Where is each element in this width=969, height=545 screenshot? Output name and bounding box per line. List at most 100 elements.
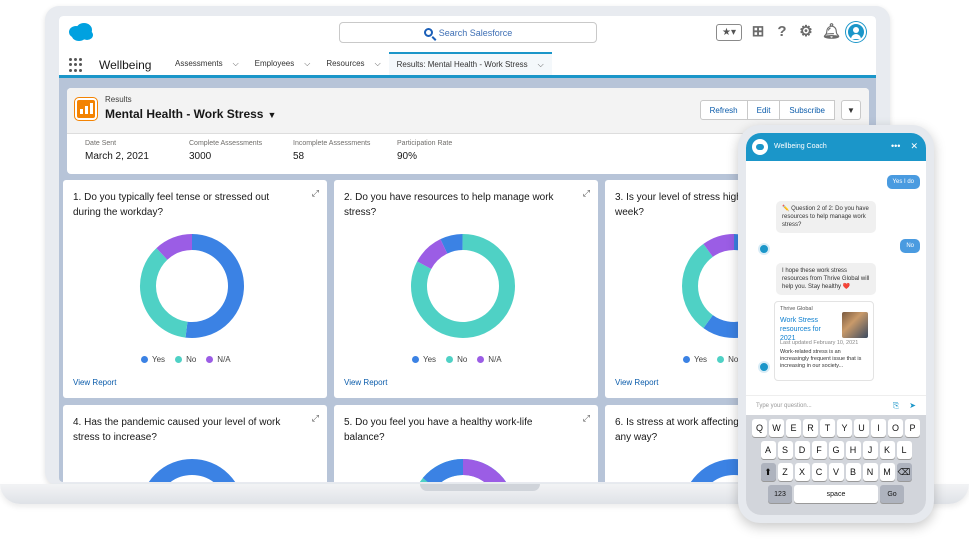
report-stats: Date Sent March 2, 2021 Complete Assessme… [85,140,501,162]
key-g[interactable]: G [828,441,844,459]
key-l[interactable]: L [896,441,912,459]
key-y[interactable]: Y [837,419,852,437]
key-q[interactable]: Q [752,419,767,437]
donut-slice-no [411,234,515,338]
page-title[interactable]: Mental Health - Work Stress ▼ [105,107,276,121]
chart-card-1: 1. Do you typically feel tense or stress… [63,180,327,398]
object-label: Results [105,95,132,104]
key-t[interactable]: T [820,419,835,437]
report-header: Results Mental Health - Work Stress ▼ Ref… [67,88,869,174]
question-text: 2. Do you have resources to help manage … [344,192,554,218]
caret-down-icon[interactable]: ▼ [267,110,277,120]
expand-icon[interactable]: ⤢ [311,188,319,198]
app-launcher-icon[interactable] [69,58,83,72]
search-icon [423,28,433,37]
nav-item-results[interactable]: Results: Mental Health - Work Stress ⌵ [388,52,552,75]
help-icon[interactable]: ? [777,23,787,40]
key-v[interactable]: V [828,463,844,481]
chart-legend: Yes No N/A [412,355,502,364]
user-message: No [900,239,920,253]
key-f[interactable]: F [811,441,827,459]
phone-screen: Wellbeing Coach ••• ✕ Yes I do ✏️ Questio… [746,133,926,515]
key-e[interactable]: E [786,419,801,437]
donut-slice-yes [185,234,244,338]
key-p[interactable]: P [905,419,920,437]
key-c[interactable]: C [811,463,827,481]
more-actions-button[interactable]: ▼ [841,100,861,120]
donut-chart [140,234,244,338]
stat-value: 58 [293,151,305,162]
legend-no: No [175,355,196,364]
chart-card-5: 5. Do you feel you have a healthy work-l… [334,405,598,482]
expand-icon[interactable]: ⤢ [311,413,319,423]
stat-complete: Complete Assessments 3000 [189,140,293,162]
refresh-button[interactable]: Refresh [699,100,748,120]
key-a[interactable]: A [760,441,776,459]
view-report-link[interactable]: View Report [615,378,659,387]
edit-button[interactable]: Edit [746,100,781,120]
laptop-base [0,484,969,504]
legend-no: No [717,355,738,364]
nav-label: Assessments [175,59,223,68]
view-report-link[interactable]: View Report [73,378,117,387]
question-text: 3. Is your level of stress high week? [615,192,742,218]
donut-slice-na [417,239,448,270]
resource-title[interactable]: Work Stress resources for 2021 [780,317,821,342]
chevron-down-icon[interactable]: ⌵ [232,58,239,68]
send-icon[interactable]: ➤ [909,401,916,410]
key-b[interactable]: B [845,463,861,481]
more-icon[interactable]: ••• [891,141,901,151]
view-report-link[interactable]: View Report [344,378,388,387]
key-h[interactable]: H [845,441,861,459]
key-k[interactable]: K [879,441,895,459]
bot-message: ✏️ Question 2 of 2: Do you have resource… [776,201,876,233]
nav-item-employees[interactable]: Employees ⌵ [247,52,319,75]
key-i[interactable]: I [871,419,886,437]
key-n[interactable]: N [862,463,878,481]
key-z[interactable]: Z [777,463,793,481]
key-r[interactable]: R [803,419,818,437]
chevron-down-icon[interactable]: ⌵ [304,58,311,68]
close-icon[interactable]: ✕ [910,141,918,151]
donut-chart-partial [148,459,236,482]
shift-key[interactable]: ⬆ [760,463,776,481]
header-icons: ★▾ ⊞ ? ⚙ 🔔︎ [716,22,866,42]
key-u[interactable]: U [854,419,869,437]
resource-card[interactable]: Thrive Global Work Stress resources for … [774,301,874,381]
space-key[interactable]: space [794,485,878,503]
numbers-key[interactable]: 123 [768,485,792,503]
chat-input[interactable]: Type your question... ⎘ ➤ [746,395,926,415]
donut-slice-yes [440,234,464,254]
expand-icon[interactable]: ⤢ [582,413,590,423]
key-d[interactable]: D [794,441,810,459]
add-icon[interactable]: ⊞ [751,23,765,40]
go-key[interactable]: Go [880,485,904,503]
key-j[interactable]: J [862,441,878,459]
search-input[interactable]: Search Salesforce [339,22,597,43]
attach-icon[interactable]: ⎘ [892,401,900,410]
key-w[interactable]: W [769,419,784,437]
search-placeholder: Search Salesforce [438,27,513,38]
avatar[interactable] [846,22,866,42]
gear-icon[interactable]: ⚙ [799,23,813,40]
bell-icon[interactable]: 🔔︎ [822,23,842,40]
nav-item-resources[interactable]: Resources ⌵ [318,52,388,75]
key-s[interactable]: S [777,441,793,459]
nav-item-assessments[interactable]: Assessments ⌵ [167,52,247,75]
key-o[interactable]: O [888,419,903,437]
subscribe-button[interactable]: Subscribe [779,100,835,120]
stat-label: Complete Assessments [189,140,263,147]
key-m[interactable]: M [879,463,895,481]
chevron-down-icon[interactable]: ⌵ [537,59,544,69]
legend-yes: Yes [141,355,165,364]
favorites-icon[interactable]: ★▾ [716,23,742,41]
question-text: 1. Do you typically feel tense or stress… [73,192,270,218]
chevron-down-icon[interactable]: ⌵ [374,58,381,68]
question-text: 6. Is stress at work affecting any way? [615,417,739,443]
backspace-key[interactable]: ⌫ [896,463,912,481]
expand-icon[interactable]: ⤢ [582,188,590,198]
resource-image [842,312,868,338]
chart-card-4: 4. Has the pandemic caused your level of… [63,405,327,482]
key-x[interactable]: X [794,463,810,481]
